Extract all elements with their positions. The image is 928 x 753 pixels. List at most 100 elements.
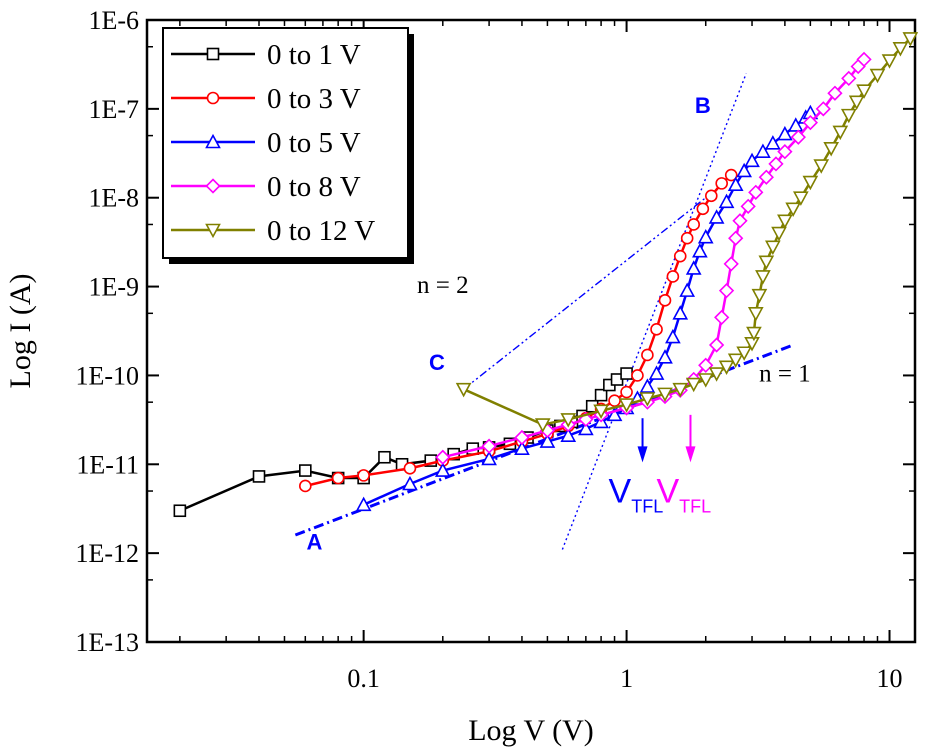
data-point	[881, 54, 898, 69]
vtfl-blue-label-subscript: TFL	[631, 496, 663, 516]
x-axis-label: Log V (V)	[468, 714, 594, 747]
data-point	[378, 450, 391, 464]
data-point	[705, 189, 718, 203]
data-point	[724, 168, 738, 182]
legend-swatch-marker	[205, 223, 221, 239]
data-point	[727, 176, 744, 192]
data-point	[714, 309, 730, 326]
data-point	[802, 114, 818, 131]
data-point	[765, 240, 781, 256]
label-b: B	[695, 93, 711, 118]
data-point	[856, 51, 872, 68]
data-point	[823, 141, 840, 157]
data-point	[455, 382, 472, 398]
data-point	[869, 68, 886, 84]
data-point	[560, 427, 577, 442]
data-point	[736, 346, 752, 361]
legend-swatch-marker	[205, 133, 221, 149]
data-point	[736, 162, 752, 178]
y-tick-label: 1E-11	[76, 450, 139, 479]
plot-frame	[145, 18, 917, 644]
y-tick-label: 1E-8	[88, 184, 139, 213]
data-point	[718, 283, 735, 299]
legend-label: 0 to 1 V	[267, 39, 361, 71]
x-tick-label: 10	[877, 664, 903, 693]
data-point	[252, 470, 266, 483]
vtfl-magenta-label: VTFL	[656, 472, 711, 516]
data-point	[539, 433, 556, 448]
data-point	[355, 496, 372, 512]
data-point	[848, 95, 865, 111]
data-point	[744, 336, 760, 352]
data-point	[840, 108, 857, 124]
data-point	[813, 159, 830, 174]
data-point	[680, 231, 694, 245]
data-point	[685, 260, 702, 275]
x-tick-label: 0.1	[347, 664, 380, 693]
legend-label: 0 to 3 V	[267, 83, 361, 115]
data-point	[594, 388, 608, 402]
vtfl-magenta-arrow-head	[685, 446, 696, 463]
data-point	[802, 175, 819, 191]
data-point	[606, 406, 623, 422]
data-point	[718, 360, 735, 375]
data-point	[832, 125, 849, 141]
data-point	[560, 413, 577, 428]
data-point	[748, 184, 764, 200]
data-point	[790, 129, 806, 145]
data-point	[657, 387, 673, 403]
data-point	[747, 307, 764, 322]
legend-entry: 0 to 12 V	[171, 215, 375, 247]
data-point	[697, 228, 714, 244]
data-point	[618, 398, 635, 413]
legend-swatch-marker	[206, 91, 220, 105]
legend-label: 0 to 5 V	[267, 127, 361, 159]
data-point	[403, 462, 417, 475]
data-point	[841, 70, 857, 87]
data-series	[173, 32, 919, 518]
data-point	[331, 471, 345, 485]
data-point	[718, 193, 735, 209]
data-point	[771, 226, 787, 242]
data-point	[673, 249, 687, 263]
data-point	[751, 288, 768, 304]
data-point	[534, 418, 551, 433]
data-point	[679, 282, 696, 297]
data-point	[856, 84, 872, 99]
data-point	[728, 230, 744, 246]
data-point	[696, 202, 710, 216]
y-tick-label: 1E-7	[88, 95, 139, 124]
data-point	[435, 449, 451, 465]
data-point	[785, 202, 801, 217]
data-point	[715, 177, 728, 190]
data-point	[299, 464, 312, 477]
x-tick-label: 1	[620, 664, 633, 693]
data-point	[708, 337, 725, 353]
data-point	[777, 214, 793, 229]
legend-entry: 0 to 1 V	[171, 39, 361, 71]
vtfl-blue-label-main: V	[609, 472, 632, 510]
data-point	[755, 143, 771, 158]
legend-entry: 0 to 3 V	[171, 83, 361, 115]
data-point	[299, 479, 312, 493]
data-point	[658, 294, 672, 307]
data-point	[740, 198, 756, 214]
data-point	[434, 462, 451, 477]
data-point	[672, 382, 689, 398]
label-n1: n = 1	[759, 361, 811, 388]
data-point	[698, 357, 714, 373]
data-point	[758, 169, 774, 185]
vtfl-blue-arrow-head	[637, 446, 648, 463]
data-point	[787, 117, 804, 132]
axis-ticks: 1E-13 1E-12 1E-11 1E-10 1E-9 1E-8 1E-7 1E-6 0.1 1…	[75, 6, 915, 693]
data-point	[755, 270, 771, 285]
data-point	[481, 450, 497, 466]
legend-swatch-marker	[205, 178, 221, 194]
data-point	[608, 394, 621, 407]
series-line	[463, 37, 912, 426]
data-point	[902, 32, 919, 47]
data-point	[815, 101, 831, 117]
data-point	[578, 420, 594, 436]
